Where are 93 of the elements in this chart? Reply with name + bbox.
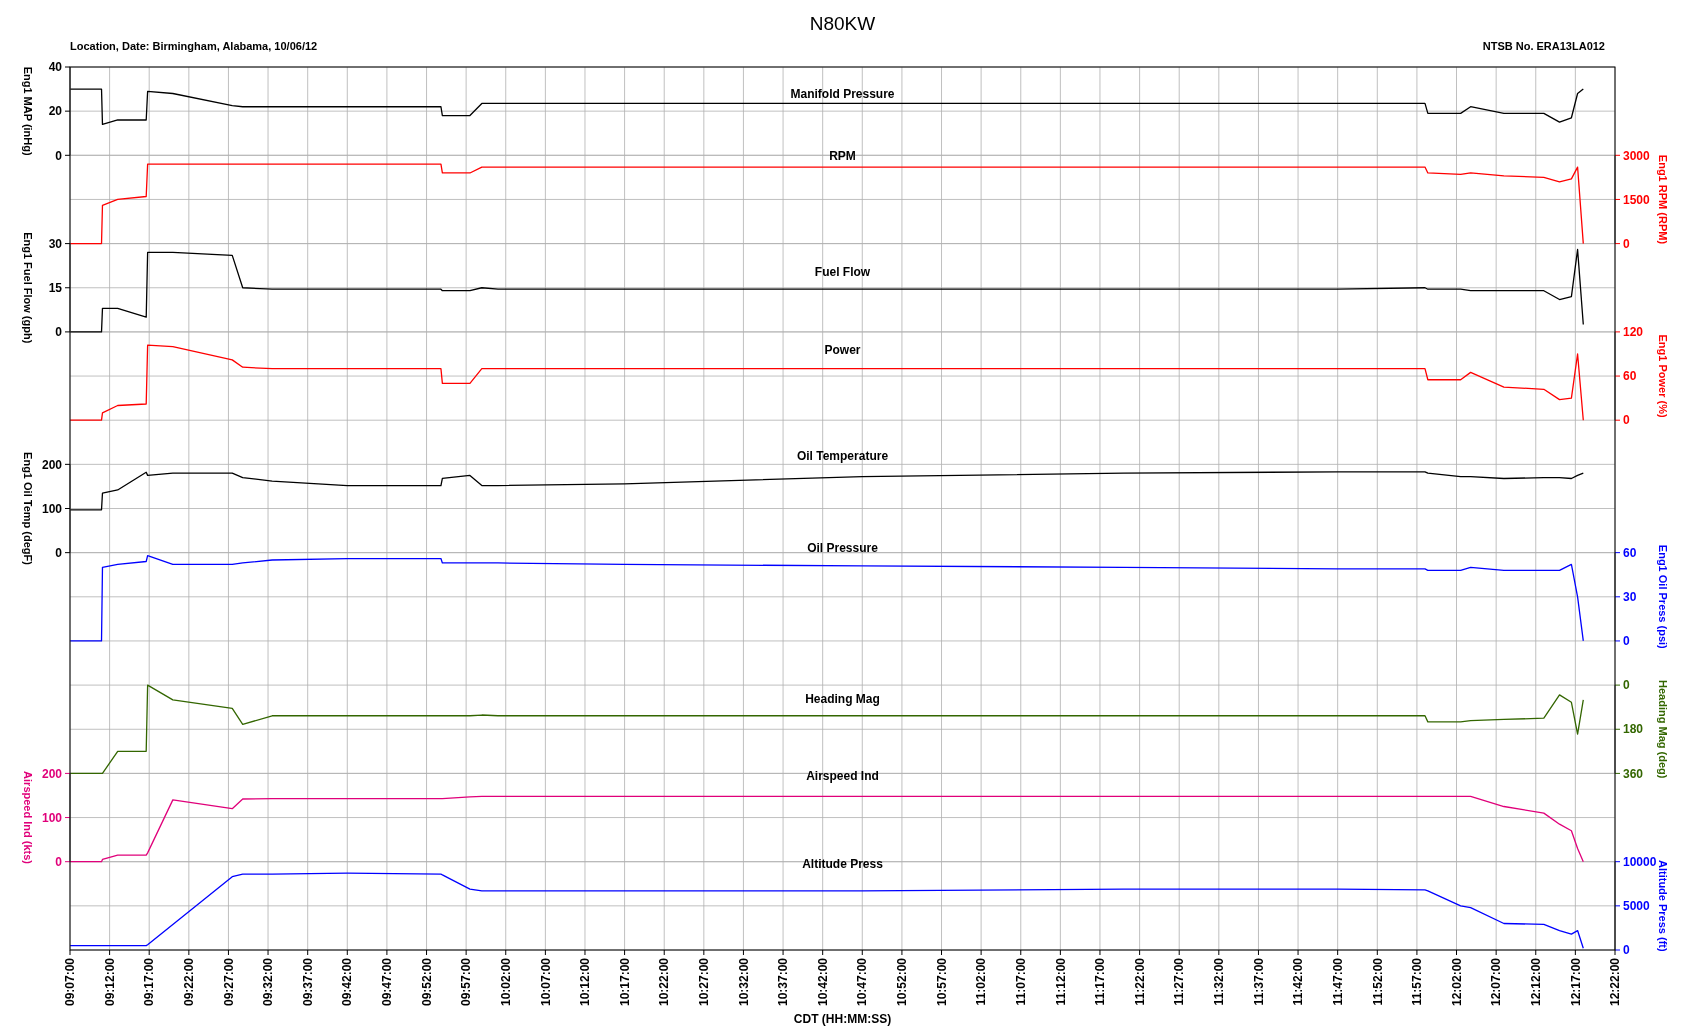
x-tick-label: 10:22:00 bbox=[657, 957, 672, 1007]
x-tick-label: 10:47:00 bbox=[855, 957, 870, 1007]
x-tick-label: 09:32:00 bbox=[261, 957, 276, 1007]
x-tick-label: 11:57:00 bbox=[1410, 957, 1425, 1006]
x-tick-label: 09:52:00 bbox=[419, 957, 434, 1007]
y2-tick-label: 0 bbox=[1623, 943, 1630, 958]
text: Location, Date: Birmingham, Alabama, 10/06/12 bbox=[70, 40, 318, 52]
x-tick-label: 11:32:00 bbox=[1212, 957, 1227, 1006]
series-label: Altitude Press bbox=[802, 857, 884, 872]
series-label: Manifold Pressure bbox=[790, 87, 895, 102]
y-tick-label: 200 bbox=[41, 766, 63, 781]
y-tick-label: 0 bbox=[55, 854, 63, 869]
y2-tick-label: 0 bbox=[1623, 678, 1630, 693]
y2-tick-label: 5000 bbox=[1623, 899, 1651, 914]
y-tick-label: 200 bbox=[41, 457, 63, 472]
chart-title: N80KW bbox=[809, 13, 876, 34]
y-tick-label: 100 bbox=[41, 810, 63, 825]
y-axis-title: Airspeed Ind (kts) bbox=[22, 771, 35, 865]
x-tick-label: 10:27:00 bbox=[697, 957, 712, 1007]
x-tick-label: 09:17:00 bbox=[142, 957, 157, 1007]
x-tick-label: 10:42:00 bbox=[815, 957, 830, 1007]
x-tick-label: 10:02:00 bbox=[498, 957, 513, 1007]
x-tick-label: 09:37:00 bbox=[300, 957, 315, 1007]
x-tick-label: 10:32:00 bbox=[736, 957, 751, 1007]
x-tick-label: 10:37:00 bbox=[776, 957, 791, 1007]
line-series bbox=[69, 554, 1584, 642]
y2-tick-label: 30 bbox=[1623, 590, 1637, 604]
y2-axis-title: Heading Mag (deg) bbox=[1657, 680, 1670, 779]
x-tick-label: 10:52:00 bbox=[895, 957, 910, 1007]
x-tick-label: 11:47:00 bbox=[1330, 957, 1345, 1006]
series-label: Power bbox=[824, 343, 861, 358]
series-label: Heading Mag bbox=[805, 691, 880, 706]
y-tick-label: 0 bbox=[55, 325, 63, 340]
x-tick-label: 09:57:00 bbox=[459, 957, 474, 1007]
x-tick-label: 11:37:00 bbox=[1251, 957, 1266, 1006]
x-tick-label: 09:42:00 bbox=[340, 957, 355, 1007]
x-tick-label: 10:57:00 bbox=[934, 957, 949, 1007]
x-tick-label: 12:17:00 bbox=[1568, 957, 1583, 1007]
series-label: RPM bbox=[829, 149, 856, 164]
line-series bbox=[69, 163, 1584, 245]
y-tick-label: 40 bbox=[48, 60, 63, 75]
x-tick-label: 12:22:00 bbox=[1608, 957, 1623, 1007]
x-tick-label: 11:52:00 bbox=[1370, 957, 1385, 1006]
series-label: Oil Temperature bbox=[796, 448, 889, 463]
y-axis-title: Eng1 Oil Temp (degF) bbox=[22, 452, 35, 566]
x-tick-label: 11:12:00 bbox=[1053, 957, 1068, 1006]
y2-tick-label: 60 bbox=[1623, 545, 1637, 560]
text: NTSB No. ERA13LA012 bbox=[1482, 40, 1605, 52]
series-label: Airspeed Ind bbox=[806, 768, 879, 783]
y-tick-label: 0 bbox=[55, 148, 63, 163]
x-tick-label: 09:27:00 bbox=[221, 957, 236, 1007]
y2-tick-label: 120 bbox=[1623, 325, 1644, 340]
series-label: Oil Pressure bbox=[807, 540, 879, 555]
x-tick-label: 09:47:00 bbox=[380, 957, 395, 1007]
y-tick-label: 15 bbox=[48, 280, 63, 295]
y-axis-title: Eng1 Fuel Flow (gph) bbox=[22, 232, 35, 344]
y2-axis-title: Altitude Press (ft) bbox=[1657, 860, 1670, 953]
y2-tick-label: 360 bbox=[1623, 766, 1644, 781]
y2-tick-label: 60 bbox=[1623, 369, 1637, 384]
y-tick-label: 20 bbox=[48, 104, 63, 119]
x-tick-label: 09:07:00 bbox=[63, 957, 78, 1007]
line-series bbox=[69, 872, 1584, 949]
y2-axis-title: Eng1 RPM (RPM) bbox=[1657, 154, 1670, 245]
x-tick-label: 12:02:00 bbox=[1449, 957, 1464, 1007]
y2-tick-label: 3000 bbox=[1623, 148, 1651, 163]
y-axis-title: Eng1 MAP (inHg) bbox=[22, 66, 35, 156]
x-tick-label: 10:07:00 bbox=[538, 957, 553, 1007]
y-tick-label: 0 bbox=[55, 545, 63, 560]
x-axis-title: CDT (HH:MM:SS) bbox=[793, 1012, 892, 1026]
x-tick-label: 09:22:00 bbox=[182, 957, 197, 1007]
y2-tick-label: 10000 bbox=[1623, 854, 1657, 869]
x-tick-label: 12:12:00 bbox=[1528, 957, 1543, 1007]
y-tick-label: 100 bbox=[41, 501, 63, 516]
y2-axis-title: Eng1 Power (%) bbox=[1657, 334, 1670, 418]
x-tick-label: 11:27:00 bbox=[1172, 957, 1187, 1006]
y2-tick-label: 0 bbox=[1623, 634, 1630, 649]
x-tick-label: 09:12:00 bbox=[102, 957, 117, 1007]
x-tick-label: 10:12:00 bbox=[578, 957, 593, 1007]
y2-tick-label: 0 bbox=[1623, 413, 1630, 428]
x-tick-label: 11:07:00 bbox=[1013, 957, 1028, 1006]
y-tick-label: 30 bbox=[48, 236, 63, 251]
x-tick-label: 11:22:00 bbox=[1132, 957, 1147, 1006]
x-tick-label: 11:42:00 bbox=[1291, 957, 1306, 1006]
y2-tick-label: 1500 bbox=[1623, 192, 1651, 207]
x-tick-label: 11:17:00 bbox=[1093, 957, 1108, 1006]
line-series bbox=[69, 344, 1584, 421]
x-tick-label: 11:02:00 bbox=[974, 957, 989, 1006]
y2-tick-label: 0 bbox=[1623, 236, 1630, 251]
x-tick-label: 10:17:00 bbox=[617, 957, 632, 1007]
x-tick-label: 12:07:00 bbox=[1489, 957, 1504, 1007]
y2-axis-title: Eng1 Oil Press (psi) bbox=[1657, 544, 1670, 650]
series-label: Fuel Flow bbox=[814, 264, 871, 279]
y2-tick-label: 180 bbox=[1623, 722, 1644, 737]
